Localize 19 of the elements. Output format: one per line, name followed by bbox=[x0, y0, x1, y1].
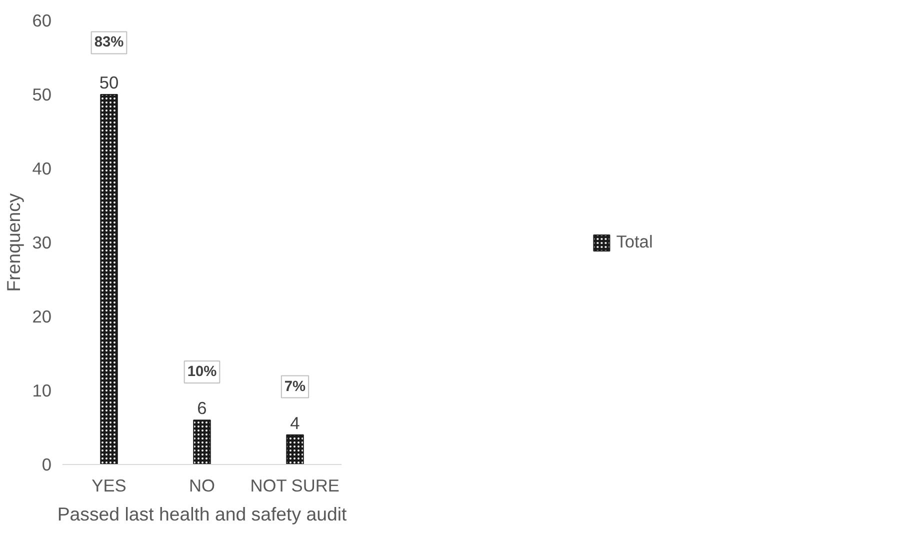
y-tick-label: 20 bbox=[32, 306, 52, 326]
y-tick-label: 60 bbox=[32, 10, 52, 30]
x-axis-title: Passed last health and safety audit bbox=[57, 504, 348, 524]
y-tick-label: 10 bbox=[32, 380, 52, 400]
data-label: 50 bbox=[99, 72, 119, 92]
y-axis-title: Frenquency bbox=[3, 192, 24, 292]
y-tick-label: 50 bbox=[32, 84, 52, 104]
annotation: 7% bbox=[284, 378, 306, 395]
y-tick-label: 40 bbox=[32, 158, 52, 178]
y-tick-label: 0 bbox=[42, 454, 52, 474]
annotation: 10% bbox=[187, 364, 217, 380]
legend-label: Total bbox=[616, 232, 653, 252]
data-label: 6 bbox=[197, 398, 207, 418]
annotation: 83% bbox=[94, 34, 124, 51]
x-tick-label: NOT SURE bbox=[250, 476, 340, 496]
data-label: 4 bbox=[290, 412, 300, 433]
x-tick-label: YES bbox=[92, 476, 126, 496]
x-tick-label: NO bbox=[189, 476, 216, 496]
y-tick-label: 30 bbox=[32, 232, 52, 252]
